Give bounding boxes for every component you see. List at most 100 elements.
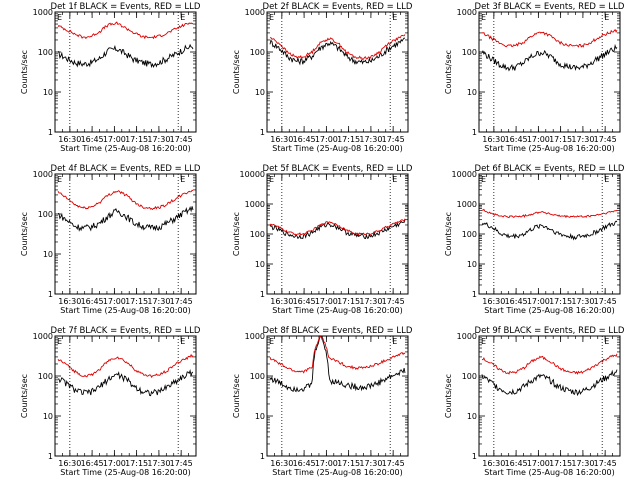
marker-label-e: E	[481, 337, 486, 346]
plot-panel: Det 1f BLACK = Events, RED = LLD 1 10 100 10…	[20, 2, 201, 153]
marker-label-e: E	[57, 337, 62, 346]
x-tick-label: 17:45	[594, 297, 617, 306]
y-tick-label: 10	[43, 250, 53, 259]
x-tick-label: 17:00	[527, 135, 550, 144]
plot-frame	[54, 173, 197, 295]
x-tick-label: 16:30	[58, 459, 81, 468]
y-tick-label: 100	[250, 230, 265, 239]
plot-title: Det 9f BLACK = Events, RED = LLD	[475, 326, 625, 336]
x-tick-label: 17:45	[594, 135, 617, 144]
x-tick-label: 16:45	[293, 459, 316, 468]
x-axis-label: Start Time (25-Aug-08 16:20:00)	[60, 144, 191, 153]
x-axis-label: Start Time (25-Aug-08 16:20:00)	[484, 468, 615, 477]
marker-label-e: E	[481, 175, 486, 184]
y-tick-label: 100	[38, 210, 53, 219]
x-tick-label: 17:00	[315, 297, 338, 306]
x-axis-label: Start Time (25-Aug-08 16:20:00)	[60, 306, 191, 315]
plot-title: Det 5f BLACK = Events, RED = LLD	[263, 164, 413, 174]
x-tick-label: 16:30	[270, 297, 293, 306]
x-tick-label: 17:30	[571, 297, 594, 306]
plot-panel: Det 4f BLACK = Events, RED = LLD 1 10 100 10…	[20, 164, 201, 315]
x-tick-label: 17:00	[527, 459, 550, 468]
y-tick-label: 100	[250, 48, 265, 57]
x-axis-label: Start Time (25-Aug-08 16:20:00)	[272, 306, 403, 315]
plot-frame	[54, 11, 197, 133]
x-tick-label: 16:30	[58, 297, 81, 306]
plot-title: Det 3f BLACK = Events, RED = LLD	[475, 2, 625, 12]
x-tick-label: 17:00	[315, 459, 338, 468]
x-tick-label: 16:45	[505, 135, 528, 144]
y-axis-label: Counts/sec	[444, 212, 453, 256]
y-tick-label: 10	[43, 88, 53, 97]
x-tick-label: 17:30	[359, 297, 382, 306]
x-tick-label: 17:00	[103, 297, 126, 306]
events-series-line	[481, 43, 618, 72]
x-tick-label: 17:45	[170, 297, 193, 306]
y-tick-label: 10	[43, 412, 53, 421]
y-tick-label: 100	[38, 48, 53, 57]
x-tick-label: 17:15	[337, 459, 360, 468]
plot-title: Det 6f BLACK = Events, RED = LLD	[475, 164, 625, 174]
events-series-line	[481, 220, 618, 241]
y-tick-label: 1	[472, 290, 477, 299]
y-axis-label: Counts/sec	[232, 212, 241, 256]
lld-series-line	[481, 208, 618, 219]
y-axis-label: Counts/sec	[20, 374, 29, 418]
marker-label-e: E	[57, 13, 62, 22]
x-tick-label: 16:30	[270, 459, 293, 468]
marker-label-e: E	[604, 337, 609, 346]
marker-label-e: E	[604, 13, 609, 22]
plot-frame	[478, 11, 621, 133]
x-tick-label: 17:00	[103, 459, 126, 468]
x-tick-label: 17:00	[103, 135, 126, 144]
plot-title: Det 8f BLACK = Events, RED = LLD	[263, 326, 413, 336]
x-tick-label: 16:30	[58, 135, 81, 144]
x-tick-label: 17:15	[549, 297, 572, 306]
x-tick-label: 17:15	[549, 135, 572, 144]
y-tick-label: 100	[250, 372, 265, 381]
x-tick-label: 16:45	[293, 297, 316, 306]
y-tick-label: 1000	[33, 170, 53, 179]
events-series-line	[269, 335, 406, 393]
x-tick-label: 16:45	[293, 135, 316, 144]
plot-panel: Det 2f BLACK = Events, RED = LLD 1 10 100 10…	[232, 2, 413, 153]
x-tick-label: 16:30	[482, 459, 505, 468]
marker-label-e: E	[269, 337, 274, 346]
x-axis-label: Start Time (25-Aug-08 16:20:00)	[484, 144, 615, 153]
x-tick-label: 16:45	[505, 459, 528, 468]
y-tick-label: 10	[255, 88, 265, 97]
y-tick-label: 1	[48, 452, 53, 461]
y-tick-label: 1000	[33, 332, 53, 341]
y-axis-label: Counts/sec	[444, 50, 453, 94]
y-tick-label: 10000	[452, 170, 477, 179]
y-axis-label: Counts/sec	[444, 374, 453, 418]
y-tick-label: 10000	[240, 170, 265, 179]
y-tick-label: 10	[467, 260, 477, 269]
x-tick-label: 17:45	[594, 459, 617, 468]
lld-series-line	[269, 218, 406, 236]
plot-frame	[478, 335, 621, 457]
plot-panel: Det 5f BLACK = Events, RED = LLD 1 10 100 10…	[232, 164, 413, 315]
lld-series-line	[269, 335, 406, 374]
y-tick-label: 100	[462, 230, 477, 239]
x-tick-label: 17:30	[147, 297, 170, 306]
marker-label-e: E	[180, 337, 185, 346]
x-tick-label: 17:45	[170, 459, 193, 468]
y-tick-label: 1	[260, 128, 265, 137]
y-axis-label: Counts/sec	[20, 212, 29, 256]
y-tick-label: 1000	[33, 8, 53, 17]
x-tick-label: 17:00	[527, 297, 550, 306]
x-tick-label: 17:00	[315, 135, 338, 144]
x-axis-label: Start Time (25-Aug-08 16:20:00)	[484, 306, 615, 315]
plot-frame	[266, 335, 409, 457]
events-series-line	[57, 205, 194, 232]
y-tick-label: 1000	[457, 8, 477, 17]
plot-title: Det 7f BLACK = Events, RED = LLD	[51, 326, 201, 336]
plot-panel: Det 6f BLACK = Events, RED = LLD 1 10 100 10…	[444, 164, 625, 315]
plot-panel: Det 7f BLACK = Events, RED = LLD 1 10 100 10…	[20, 326, 201, 477]
y-tick-label: 1	[260, 452, 265, 461]
x-tick-label: 17:30	[147, 135, 170, 144]
y-axis-label: Counts/sec	[232, 50, 241, 94]
marker-label-e: E	[481, 13, 486, 22]
x-tick-label: 17:15	[125, 297, 148, 306]
